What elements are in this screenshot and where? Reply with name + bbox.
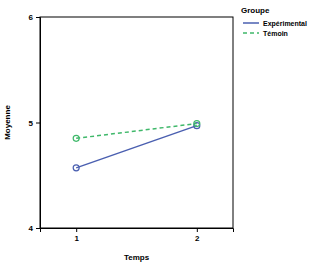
y-tick: 4 [29,224,40,233]
y-tick-mark [36,17,40,18]
x-axis-title: Temps [124,253,150,262]
chart-container: 45612TempsMoyenneGroupeExpérimentalTémoi… [0,0,315,266]
y-axis-line [36,18,41,229]
x-tick: 2 [195,228,200,243]
y-tick-label: 6 [29,13,34,22]
legend-swatch [243,22,259,24]
legend-label: Témoin [263,30,288,37]
x-tick-label: 2 [195,234,200,243]
legend-title: Groupe [241,6,270,15]
y-tick-mark [36,123,40,124]
series-marker [73,135,79,141]
series-marker [73,165,79,171]
legend: Groupe Expérimental Témoin [241,6,307,37]
legend-swatch [243,32,259,34]
plot-frame [40,17,233,228]
y-axis: 4 5 6 [29,13,41,233]
chart: 45612TempsMoyenneGroupeExpérimentalTémoi… [0,0,315,266]
plot-area [73,121,200,171]
y-tick-label: 4 [29,224,34,233]
x-tick-label: 1 [74,234,79,243]
series-marker [194,121,200,127]
y-tick: 5 [29,119,40,128]
legend-label: Expérimental [263,20,307,28]
series-line [76,124,197,139]
y-tick-mark [36,228,40,229]
y-axis-title: Moyenne [3,105,12,140]
x-tick-mark [76,228,77,232]
x-axis-line [41,229,234,233]
y-tick-label: 5 [29,119,34,128]
x-axis: 12 [41,228,234,243]
x-tick-mark [197,228,198,232]
x-tick: 1 [74,228,79,243]
y-tick: 6 [29,13,40,22]
series-line [76,126,197,168]
